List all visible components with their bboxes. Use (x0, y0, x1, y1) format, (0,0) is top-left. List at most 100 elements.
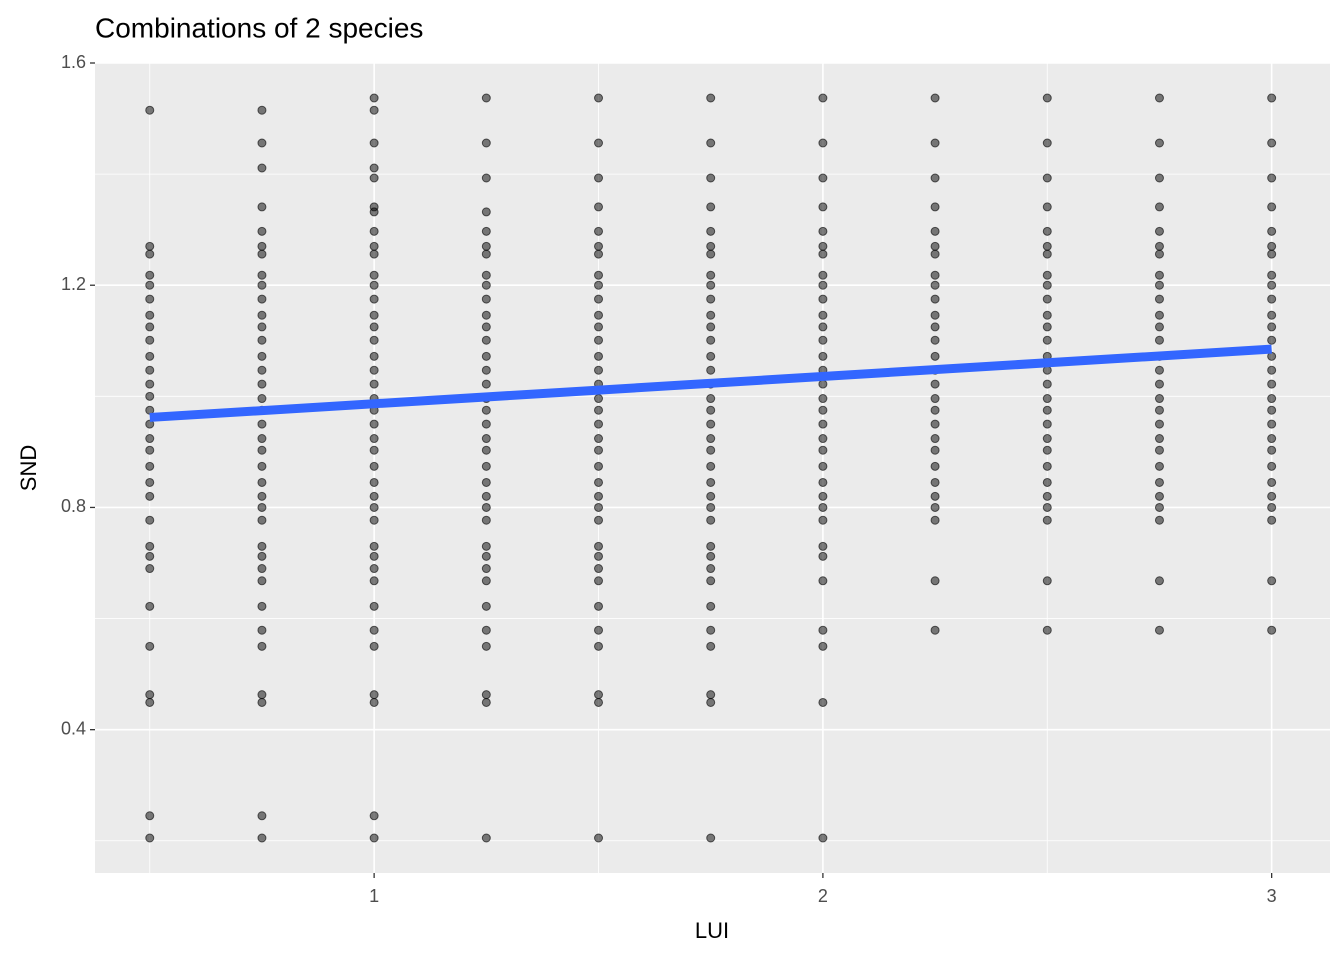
point (257, 335, 267, 345)
point (930, 249, 940, 259)
point (818, 241, 828, 251)
point (1042, 335, 1052, 345)
point (706, 515, 716, 525)
point (1267, 241, 1277, 251)
point (594, 625, 604, 635)
point (1154, 322, 1164, 332)
point (706, 502, 716, 512)
point (594, 833, 604, 843)
point (1154, 294, 1164, 304)
point (145, 241, 155, 251)
point (1267, 502, 1277, 512)
point (594, 434, 604, 444)
point (706, 249, 716, 259)
point (257, 541, 267, 551)
point (145, 280, 155, 290)
point (818, 576, 828, 586)
point (818, 434, 828, 444)
point (594, 365, 604, 375)
point (706, 564, 716, 574)
point (706, 226, 716, 236)
point (257, 105, 267, 115)
point (145, 641, 155, 651)
point (481, 280, 491, 290)
point (1154, 434, 1164, 444)
point (481, 419, 491, 429)
point (1267, 365, 1277, 375)
point (145, 379, 155, 389)
point (1042, 310, 1052, 320)
point (594, 445, 604, 455)
point (706, 833, 716, 843)
point (930, 434, 940, 444)
point (594, 226, 604, 236)
point (930, 445, 940, 455)
point (706, 461, 716, 471)
point (481, 601, 491, 611)
point (1267, 576, 1277, 586)
point (594, 576, 604, 586)
point (257, 833, 267, 843)
point (818, 461, 828, 471)
point (706, 351, 716, 361)
point (818, 280, 828, 290)
point (930, 625, 940, 635)
point (1042, 379, 1052, 389)
y-tick-label: 1.6 (61, 52, 86, 72)
point (1267, 138, 1277, 148)
point (818, 394, 828, 404)
point (1267, 280, 1277, 290)
point (369, 419, 379, 429)
point (257, 445, 267, 455)
point (594, 690, 604, 700)
point (145, 833, 155, 843)
point (369, 434, 379, 444)
point (145, 419, 155, 429)
point (369, 576, 379, 586)
point (145, 335, 155, 345)
point (594, 93, 604, 103)
point (1042, 515, 1052, 525)
point (1267, 173, 1277, 183)
point (481, 697, 491, 707)
point (257, 241, 267, 251)
point (369, 93, 379, 103)
point (1154, 576, 1164, 586)
point (1042, 202, 1052, 212)
point (594, 249, 604, 259)
point (818, 226, 828, 236)
point (369, 241, 379, 251)
point (706, 690, 716, 700)
point (257, 461, 267, 471)
point (818, 173, 828, 183)
point (1042, 93, 1052, 103)
point (369, 564, 379, 574)
point (1042, 576, 1052, 586)
point (594, 270, 604, 280)
point (257, 434, 267, 444)
point (818, 641, 828, 651)
point (1154, 445, 1164, 455)
point (145, 105, 155, 115)
point (818, 379, 828, 389)
point (706, 394, 716, 404)
point (930, 379, 940, 389)
point (369, 207, 379, 217)
point (1267, 270, 1277, 280)
point (930, 502, 940, 512)
point (369, 601, 379, 611)
point (145, 351, 155, 361)
point (145, 445, 155, 455)
point (1154, 280, 1164, 290)
point (481, 833, 491, 843)
point (1267, 434, 1277, 444)
y-tick-label: 0.8 (61, 496, 86, 516)
point (1042, 394, 1052, 404)
point (818, 515, 828, 525)
point (930, 294, 940, 304)
point (1154, 226, 1164, 236)
point (594, 601, 604, 611)
point (257, 322, 267, 332)
point (930, 576, 940, 586)
point (257, 491, 267, 501)
